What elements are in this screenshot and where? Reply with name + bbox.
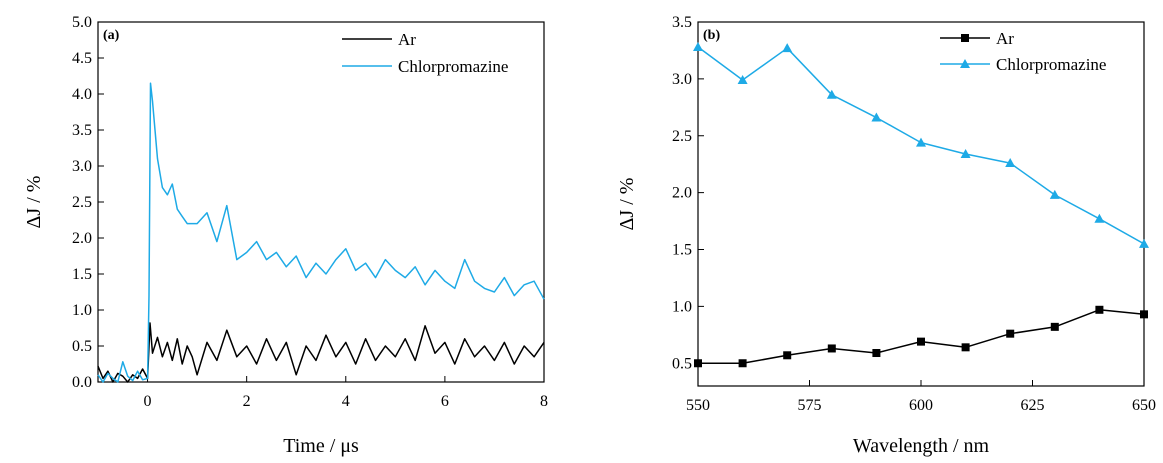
y-tick-label: 2.5 xyxy=(72,194,92,211)
data-point-ar xyxy=(738,359,747,368)
data-point-chlorpromazine xyxy=(737,75,748,85)
series-line-ar xyxy=(97,322,545,383)
data-point-chlorpromazine xyxy=(826,89,837,99)
y-tick-label: 3.5 xyxy=(72,122,92,139)
y-tick-label: 1.0 xyxy=(672,298,692,315)
y-tick-label: 3.0 xyxy=(672,71,692,88)
chart-a-plot-area xyxy=(97,82,545,383)
chart-a-y-axis-title: ΔJ / % xyxy=(23,176,45,229)
chart-b-frame xyxy=(697,21,1145,387)
y-tick-label: 0.5 xyxy=(672,355,692,372)
chart-a-frame xyxy=(97,21,545,383)
x-tick-label: 600 xyxy=(909,397,933,414)
data-point-chlorpromazine xyxy=(916,137,926,147)
y-tick-label: 1.5 xyxy=(672,242,692,259)
data-point-ar xyxy=(1095,305,1104,314)
y-tick-label: 2.5 xyxy=(672,128,692,145)
data-point-ar xyxy=(1140,310,1148,319)
x-tick-label: 2 xyxy=(243,393,251,410)
x-tick-label: 4 xyxy=(342,393,350,410)
chart-b-y-axis-title: ΔJ / % xyxy=(616,178,638,231)
chart-a-legend-ar-label: Ar xyxy=(398,30,416,49)
chart-b-legend: Ar Chlorpromazine xyxy=(940,29,1106,74)
chart-a-y-ticks: 0.0 0.5 1.0 1.5 2.0 2.5 3.0 3.5 4.0 4.5 5.0 xyxy=(72,14,104,391)
y-tick-label: 4.0 xyxy=(72,86,92,103)
chart-b-legend-ar-marker xyxy=(961,34,969,42)
data-point-ar xyxy=(694,359,702,368)
x-tick-label: 6 xyxy=(441,393,449,410)
x-tick-label: 625 xyxy=(1021,397,1045,414)
chart-b-plot-area xyxy=(693,42,1149,368)
chart-a-x-axis-title: Time / μs xyxy=(283,435,359,457)
y-tick-label: 4.5 xyxy=(72,50,92,67)
chart-b-legend-chlorpromazine-marker xyxy=(960,59,970,68)
data-point-ar xyxy=(872,349,881,358)
x-tick-label: 650 xyxy=(1132,397,1156,414)
data-point-chlorpromazine xyxy=(960,148,971,158)
x-tick-label: 550 xyxy=(686,397,710,414)
data-point-chlorpromazine xyxy=(693,42,703,52)
data-point-ar xyxy=(783,351,792,360)
data-point-ar xyxy=(961,343,970,352)
data-point-chlorpromazine xyxy=(871,112,882,122)
x-tick-label: 575 xyxy=(798,397,822,414)
data-point-chlorpromazine xyxy=(1049,189,1060,199)
chart-a-legend-chlorpromazine-label: Chlorpromazine xyxy=(398,57,508,76)
chart-a-panel-label: (a) xyxy=(103,28,120,43)
data-point-ar xyxy=(1006,329,1015,338)
series-line-ar xyxy=(698,309,1145,365)
chart-b-x-axis-title: Wavelength / nm xyxy=(853,435,990,457)
y-tick-label: 0.5 xyxy=(72,338,92,355)
series-line-chlorpromazine xyxy=(97,82,545,383)
y-tick-label: 5.0 xyxy=(72,14,92,31)
chart-b-y-ticks: 0.5 1.0 1.5 2.0 2.5 3.0 3.5 xyxy=(672,14,704,372)
data-point-ar xyxy=(917,337,925,346)
chart-b-legend-chlorpromazine-label: Chlorpromazine xyxy=(996,55,1106,74)
chart-b-panel-label: (b) xyxy=(703,28,720,43)
y-tick-label: 1.0 xyxy=(72,302,92,319)
chart-a-legend: Ar Chlorpromazine xyxy=(342,30,508,76)
data-point-chlorpromazine xyxy=(1139,238,1149,248)
data-point-chlorpromazine xyxy=(1005,158,1016,168)
y-tick-label: 1.5 xyxy=(72,266,92,283)
chart-b-legend-ar-label: Ar xyxy=(996,29,1014,48)
chart-b-x-ticks: 550 575 600 625 650 xyxy=(686,380,1156,414)
data-point-ar xyxy=(827,344,836,353)
chart-b: 0.5 1.0 1.5 2.0 2.5 3.0 3.5 550 575 600 625 650 (b… xyxy=(616,14,1156,457)
data-point-chlorpromazine xyxy=(1094,213,1105,223)
y-tick-label: 0.0 xyxy=(72,374,92,391)
x-tick-label: 8 xyxy=(540,393,548,410)
data-point-ar xyxy=(1050,322,1059,331)
y-tick-label: 2.0 xyxy=(672,185,692,202)
data-point-chlorpromazine xyxy=(782,43,793,53)
chart-a-x-ticks: 0 2 4 6 8 xyxy=(144,376,548,410)
y-tick-label: 2.0 xyxy=(72,230,92,247)
y-tick-label: 3.0 xyxy=(72,158,92,175)
x-tick-label: 0 xyxy=(144,393,152,410)
y-tick-label: 3.5 xyxy=(672,14,692,31)
